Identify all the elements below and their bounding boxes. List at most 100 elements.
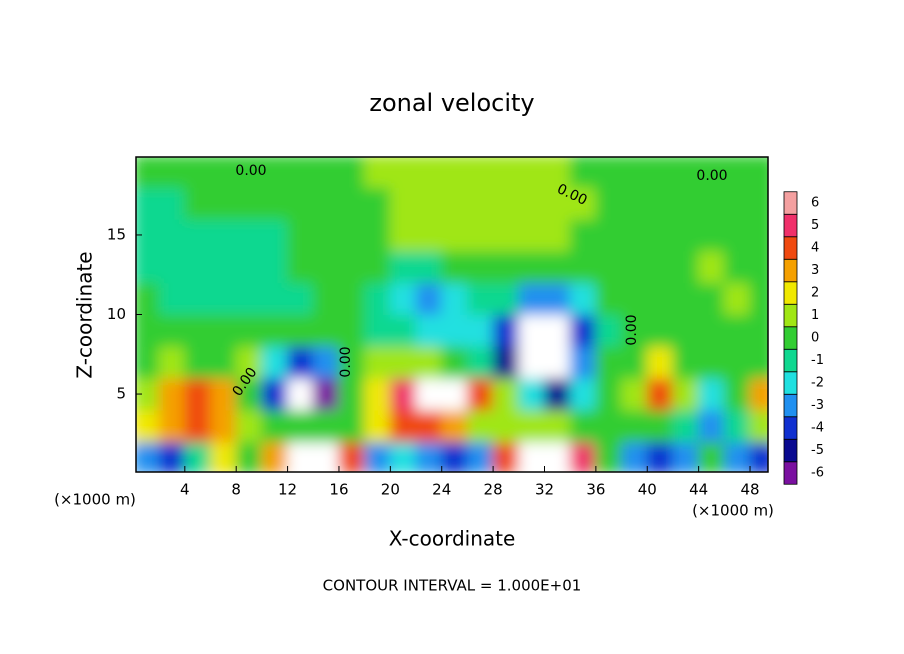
cell — [646, 441, 674, 472]
cell — [569, 218, 597, 252]
cell — [235, 409, 263, 443]
cell — [136, 345, 160, 379]
cell — [364, 186, 391, 220]
x-tick-label: 28 — [484, 481, 503, 499]
cell — [364, 218, 391, 252]
x-tick-label: 20 — [381, 481, 400, 499]
cell — [646, 250, 674, 284]
colorbar-swatch — [783, 438, 798, 463]
footnote: CONTOUR INTERVAL = 1.000E+01 — [323, 577, 582, 595]
colorbar-label: 4 — [811, 241, 819, 256]
x-axis-label: X-coordinate — [389, 527, 516, 551]
colorbar-label: -3 — [811, 398, 824, 413]
cell — [210, 186, 237, 220]
x-tick-label: 24 — [432, 481, 451, 499]
cell — [543, 250, 571, 284]
colorbar-swatch — [783, 213, 798, 238]
cell — [158, 345, 186, 379]
cell — [415, 282, 443, 315]
cell — [518, 377, 545, 411]
x-tick-label: 12 — [278, 481, 297, 499]
cell — [235, 157, 263, 188]
cell — [646, 345, 674, 379]
cell — [543, 157, 571, 188]
cell — [364, 345, 391, 379]
colorbar-label: 1 — [811, 308, 819, 323]
cell — [518, 250, 545, 284]
cell — [184, 186, 212, 220]
cell — [466, 409, 494, 443]
cell — [543, 409, 571, 443]
cell — [210, 250, 237, 284]
cell — [312, 345, 340, 379]
x-tick-label: 44 — [689, 481, 708, 499]
colorbar-label: -1 — [811, 353, 824, 368]
colorbar-label: -4 — [811, 421, 824, 436]
cell — [595, 282, 623, 315]
cell — [184, 218, 212, 252]
cell — [749, 250, 768, 284]
cell — [621, 409, 648, 443]
cell — [415, 250, 443, 284]
cell — [595, 441, 623, 472]
cell — [749, 282, 768, 315]
cell — [621, 314, 648, 347]
cell — [338, 186, 366, 220]
cell — [184, 314, 212, 347]
cell — [389, 409, 417, 443]
cell — [184, 409, 212, 443]
cell — [621, 157, 648, 188]
cell — [569, 250, 597, 284]
cell — [158, 409, 186, 443]
cell — [749, 377, 768, 411]
x-tick-label: 36 — [586, 481, 605, 499]
colorbar-swatch — [783, 303, 798, 328]
cells — [136, 157, 768, 472]
cell — [621, 441, 648, 472]
x-tick-label: 48 — [740, 481, 759, 499]
cell — [672, 377, 700, 411]
cell — [518, 157, 545, 188]
cell — [672, 345, 700, 379]
cell — [136, 377, 160, 411]
cell — [646, 157, 674, 188]
cell — [441, 441, 468, 472]
cell — [158, 314, 186, 347]
cell — [184, 250, 212, 284]
cell — [210, 218, 237, 252]
y-axis-label: Z-coordinate — [73, 251, 97, 378]
cell — [646, 377, 674, 411]
cell — [364, 250, 391, 284]
cell — [518, 409, 545, 443]
contour-label: 0.00 — [624, 314, 640, 345]
cell — [543, 314, 571, 347]
cell — [136, 157, 160, 188]
cell — [723, 314, 751, 347]
y-tick-label: 15 — [107, 225, 126, 243]
cell — [312, 250, 340, 284]
x-tick-label: 40 — [638, 481, 657, 499]
cell — [158, 441, 186, 472]
cell — [466, 186, 494, 220]
cell — [698, 157, 725, 188]
cell — [287, 345, 314, 379]
cell — [723, 250, 751, 284]
cell — [698, 345, 725, 379]
colorbar-swatch — [783, 326, 798, 350]
cell — [261, 345, 289, 379]
cell — [441, 314, 468, 347]
cell — [415, 218, 443, 252]
cell — [184, 157, 212, 188]
cell — [287, 314, 314, 347]
cell — [492, 218, 520, 252]
cell — [569, 157, 597, 188]
colorbar-label: -2 — [811, 376, 824, 391]
cell — [492, 157, 520, 188]
cell — [518, 186, 545, 220]
cell — [569, 409, 597, 443]
cell — [543, 186, 571, 220]
cell — [672, 250, 700, 284]
cell — [158, 282, 186, 315]
cell — [389, 250, 417, 284]
